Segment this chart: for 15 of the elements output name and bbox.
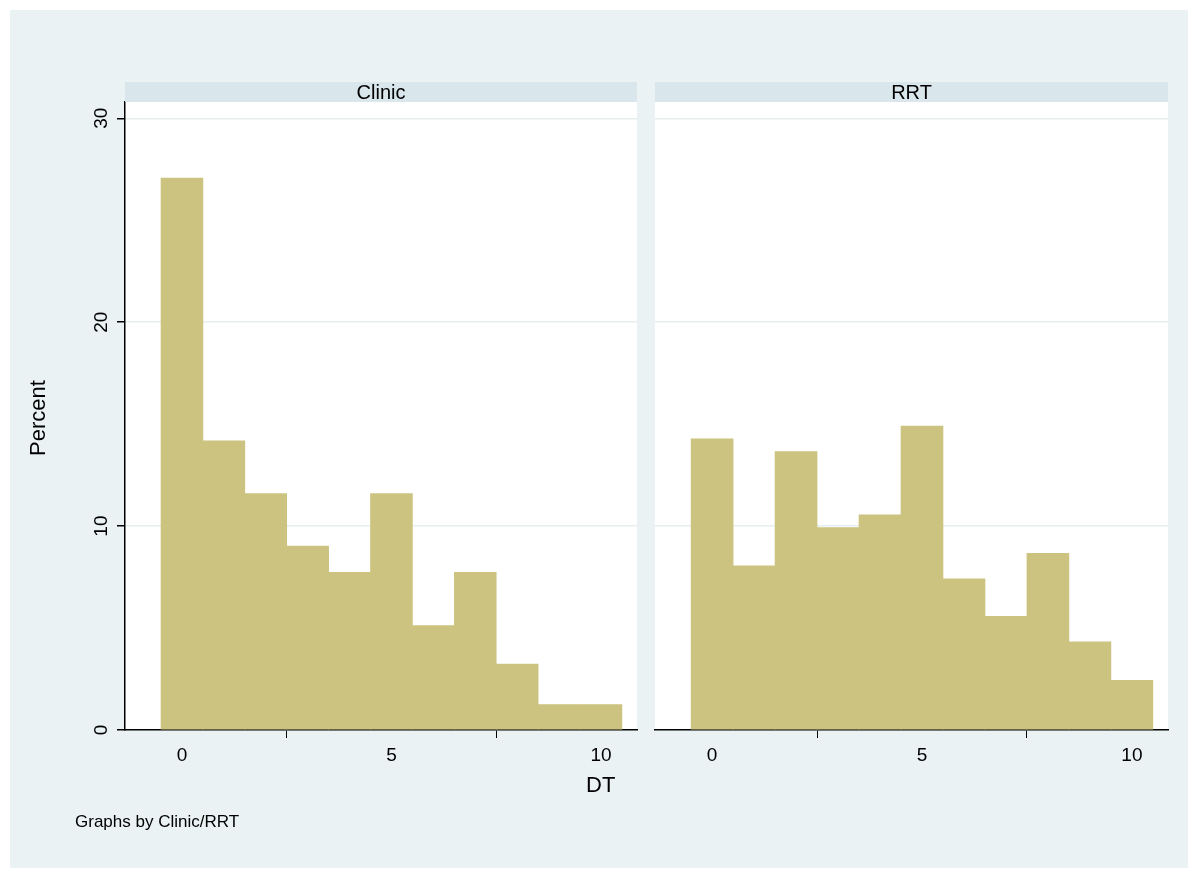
chart-title: Clinic	[356, 80, 406, 103]
text: Graphs by Clinic/RRT	[75, 812, 240, 832]
x-tick-label: 0	[176, 743, 188, 765]
chart-title: RRT	[891, 80, 932, 103]
y-axis-title: Percent	[24, 380, 51, 456]
x-tick-label: 5	[386, 743, 397, 765]
y-tick-label: 0	[89, 724, 111, 736]
x-axis-title: DT	[586, 772, 616, 798]
y-tick-label: 20	[89, 311, 111, 333]
y-tick-label: 30	[89, 107, 111, 129]
x-tick-label: 10	[1121, 743, 1143, 765]
y-tick-label: 10	[89, 515, 111, 537]
x-tick-label: 5	[916, 743, 928, 765]
x-tick-label: 10	[590, 743, 612, 765]
x-tick-label: 0	[706, 743, 718, 765]
